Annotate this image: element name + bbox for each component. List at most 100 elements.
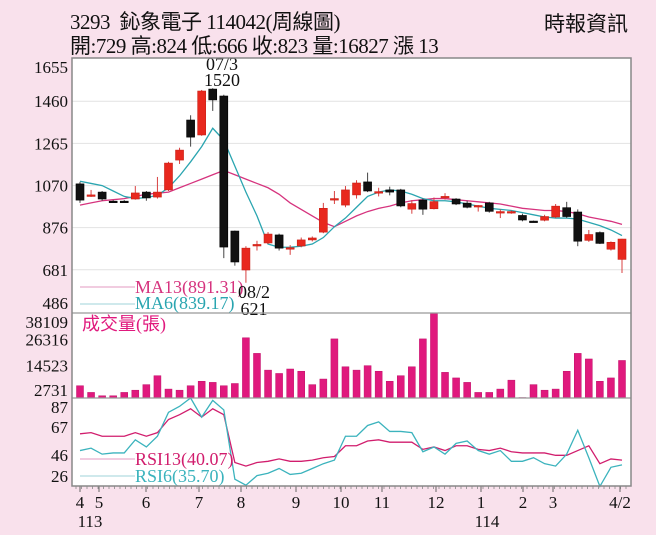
candle [208,88,218,111]
candle [507,210,516,214]
candle [86,189,96,197]
volume-bar [186,385,195,399]
candle [484,201,494,213]
candle [142,191,151,201]
candle [451,198,461,206]
candle [363,172,372,193]
volume-bar [208,382,217,399]
y-tick-label: 1460 [34,92,68,111]
volume-bar [120,392,128,399]
volume-title: 成交量(張) [82,314,166,335]
ma13-line [79,169,623,228]
rsi-tick-label: 67 [51,418,69,437]
year-label: 113 [78,512,103,531]
volume-bar [297,370,305,399]
stock-name: 鈊象電子 [119,10,203,34]
volume-bar [253,353,261,399]
volume-tick-label: 26316 [26,330,69,349]
volume-bar [242,337,250,399]
volume-bar [308,384,317,399]
volume-bar [430,312,438,399]
x-tick-label: 12 [428,493,445,512]
candle [606,241,616,251]
volume-bar [363,365,372,399]
legends: MA13(891.31)MA6(839.17)成交量(張) RSI13(40.07… [80,277,244,487]
candle [540,214,549,222]
candle [429,197,439,210]
volume-bar [463,382,471,399]
candle [296,237,306,248]
x-tick-label: 4 [76,493,85,512]
volume-bar [419,338,427,399]
volume-bar [618,360,626,399]
candle [562,201,571,219]
candle [352,180,361,199]
rsi13-legend: RSI13(40.07) [135,449,234,470]
volume-bar [264,369,272,399]
x-tick-label: 1 [477,493,486,512]
volume-bar [131,389,140,399]
candle [153,176,162,199]
x-tick-label: 11 [374,493,390,512]
volume-bar [341,366,350,399]
candle [186,115,195,147]
rsi13-line [79,407,623,467]
volume-bar [142,384,151,399]
volume-bar [507,379,516,399]
brand-label: 時報資訊 [544,12,628,36]
plot-border [71,57,632,487]
volume-bar [76,385,84,399]
candle [496,209,505,219]
volume-bar [319,378,328,399]
x-tick-label: 3 [549,493,558,512]
ohlc-summary: 開:729 高:824 低:666 收:823 量:16827 漲 13 [70,34,439,58]
change-value: 13 [418,34,439,58]
candle [164,161,173,192]
y-tick-label: 1265 [34,134,68,153]
volume-bar [385,381,394,399]
rsi-tick-label: 87 [51,398,69,417]
candle [252,240,262,251]
candle [75,181,85,203]
volume-bar [607,377,615,399]
volume-bar [153,375,162,399]
y-tick-label: 1070 [34,177,68,196]
volume-bar [529,384,538,399]
candle [108,200,118,203]
volume-tick-label: 2731 [34,381,68,400]
high-price-label: 1520 [204,70,240,90]
volume-tick-label: 14523 [26,357,69,376]
volume-bar [496,388,505,399]
candle [617,238,627,274]
low-date-label: 08/2 [238,282,270,302]
candle [197,89,206,136]
y-tick-label: 1655 [34,58,68,77]
candle [529,220,538,223]
candle [595,231,605,245]
candle [341,186,350,208]
candle [263,232,273,245]
candle [330,191,339,204]
year-label: 114 [475,512,500,531]
volume-bar [164,388,173,399]
rsi6-line [79,397,623,488]
volume-bar [562,370,571,399]
ma13-legend: MA13(891.31) [135,277,244,298]
candlesticks [75,88,627,283]
volume-bar [485,392,494,399]
plot-background [72,58,631,486]
x-tick-label: 6 [142,493,151,512]
candle [175,147,184,164]
x-tick-label: 2 [519,493,528,512]
candle [396,188,406,208]
volume-bar [87,392,95,399]
volume-bar [452,377,460,399]
volume-bar [330,338,339,399]
candle [97,191,107,201]
rsi6-legend: RSI6(35.70) [135,466,225,487]
x-tick-label: 4/2 [609,493,631,512]
volume-bar [275,373,283,399]
volume-bar [540,389,549,399]
